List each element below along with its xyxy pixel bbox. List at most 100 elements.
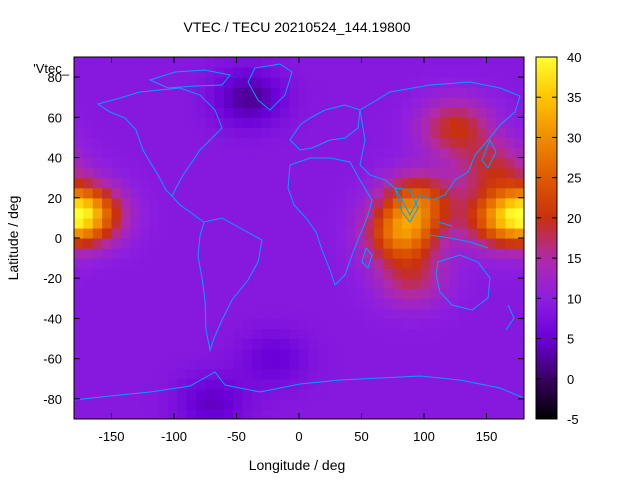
heatmap-cell bbox=[195, 288, 206, 299]
heatmap-cell bbox=[242, 388, 253, 400]
heatmap-cell bbox=[495, 328, 506, 340]
heatmap-cell bbox=[120, 258, 131, 269]
heatmap-cell bbox=[477, 127, 488, 139]
heatmap-cell bbox=[336, 187, 347, 199]
heatmap-cell bbox=[411, 278, 422, 289]
heatmap-cell bbox=[261, 258, 272, 269]
heatmap-cell bbox=[186, 57, 197, 68]
heatmap-cell bbox=[92, 248, 103, 259]
heatmap-cell bbox=[402, 127, 413, 139]
heatmap-cell bbox=[364, 77, 375, 88]
colorbar-tick-label: 35 bbox=[567, 90, 581, 105]
heatmap-cell bbox=[224, 358, 234, 370]
heatmap-cell bbox=[102, 278, 113, 289]
heatmap-cell bbox=[261, 57, 272, 68]
heatmap-cell bbox=[289, 167, 300, 179]
heatmap-cell bbox=[83, 167, 94, 179]
heatmap-cell bbox=[139, 87, 150, 98]
heatmap-cell bbox=[411, 338, 422, 350]
heatmap-cell bbox=[374, 147, 384, 159]
heatmap-cell bbox=[120, 358, 131, 370]
heatmap-cell bbox=[270, 57, 281, 68]
heatmap-cell bbox=[205, 157, 216, 169]
heatmap-cell bbox=[74, 268, 84, 279]
heatmap-cell bbox=[327, 187, 338, 199]
heatmap-cell bbox=[120, 338, 131, 350]
heatmap-cell bbox=[289, 147, 300, 159]
heatmap-cell bbox=[74, 408, 84, 419]
heatmap-cell bbox=[505, 398, 516, 410]
heatmap-cell bbox=[270, 248, 281, 259]
heatmap-cell bbox=[149, 227, 159, 239]
heatmap-cell bbox=[345, 408, 356, 419]
heatmap-cell bbox=[120, 368, 131, 380]
heatmap-cell bbox=[289, 187, 300, 199]
heatmap-cell bbox=[261, 358, 272, 370]
heatmap-cell bbox=[486, 207, 497, 219]
colorbar-tick-label: 20 bbox=[567, 211, 581, 226]
heatmap-cell bbox=[486, 398, 497, 410]
heatmap-cell bbox=[252, 67, 263, 78]
heatmap-cell bbox=[149, 107, 159, 118]
heatmap-cell bbox=[270, 408, 281, 419]
heatmap-cell bbox=[336, 87, 347, 98]
heatmap-cell bbox=[158, 127, 169, 139]
heatmap-cell bbox=[149, 57, 159, 68]
heatmap-cell bbox=[270, 278, 281, 289]
heatmap-cell bbox=[430, 57, 441, 68]
heatmap-cell bbox=[458, 258, 469, 269]
heatmap-cell bbox=[317, 318, 328, 330]
heatmap-cell bbox=[477, 328, 488, 340]
heatmap-cell bbox=[120, 308, 131, 320]
heatmap-cell bbox=[336, 137, 347, 149]
heatmap-cell bbox=[495, 77, 506, 88]
heatmap-cell bbox=[233, 157, 244, 169]
heatmap-cell bbox=[345, 197, 356, 209]
heatmap-cell bbox=[467, 368, 478, 380]
heatmap-cell bbox=[92, 167, 103, 179]
heatmap-cell bbox=[233, 328, 244, 340]
heatmap-cell bbox=[102, 187, 113, 199]
heatmap-cell bbox=[364, 207, 375, 219]
heatmap-cell bbox=[505, 77, 516, 88]
heatmap-cell bbox=[336, 408, 347, 419]
heatmap-cell bbox=[299, 157, 309, 169]
heatmap-cell bbox=[449, 378, 459, 390]
heatmap-cell bbox=[280, 227, 291, 239]
heatmap-cell bbox=[402, 258, 413, 269]
heatmap-cell bbox=[420, 97, 431, 108]
heatmap-cell bbox=[467, 358, 478, 370]
heatmap-cell bbox=[139, 258, 150, 269]
heatmap-cell bbox=[458, 398, 469, 410]
heatmap-cell bbox=[130, 117, 141, 128]
heatmap-cell bbox=[214, 358, 225, 370]
heatmap-cell bbox=[111, 238, 122, 249]
heatmap-cell bbox=[505, 57, 516, 68]
heatmap-cell bbox=[149, 258, 159, 269]
heatmap-cell bbox=[411, 217, 422, 229]
heatmap-cell bbox=[224, 97, 234, 108]
heatmap-cell bbox=[280, 57, 291, 68]
heatmap-cell bbox=[317, 398, 328, 410]
heatmap-cell bbox=[158, 368, 169, 380]
heatmap-cell bbox=[514, 97, 524, 108]
heatmap-cell bbox=[392, 227, 403, 239]
heatmap-cell bbox=[355, 358, 366, 370]
heatmap-cell bbox=[392, 97, 403, 108]
heatmap-cell bbox=[495, 238, 506, 249]
coastline-north-america bbox=[96, 87, 223, 197]
heatmap-cell bbox=[514, 308, 524, 320]
heatmap-cell bbox=[449, 217, 459, 229]
heatmap-cell bbox=[327, 127, 338, 139]
heatmap-cell bbox=[261, 147, 272, 159]
colorbar-tick-label: 10 bbox=[567, 291, 581, 306]
heatmap-cell bbox=[252, 308, 263, 320]
heatmap-cell bbox=[261, 177, 272, 189]
heatmap-cell bbox=[214, 298, 225, 309]
heatmap-cell bbox=[177, 197, 188, 209]
heatmap-cell bbox=[270, 348, 281, 360]
heatmap-cell bbox=[477, 147, 488, 159]
heatmap-cell bbox=[467, 147, 478, 159]
heatmap-cell bbox=[270, 177, 281, 189]
heatmap-cell bbox=[130, 67, 141, 78]
